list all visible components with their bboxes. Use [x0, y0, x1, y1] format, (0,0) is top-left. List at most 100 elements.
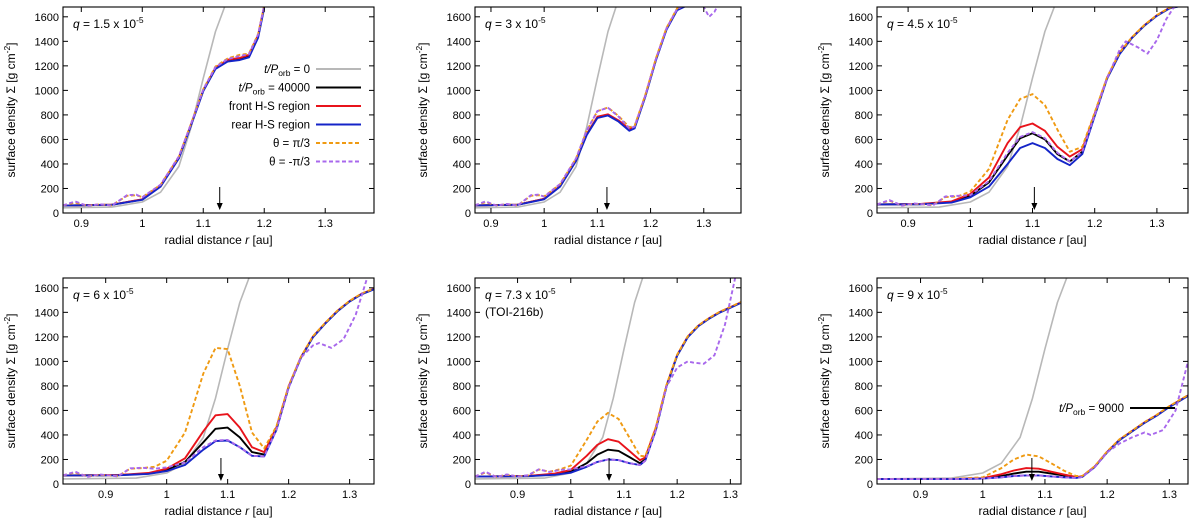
- panel-q-1.5e-5: 0.9 1 1.1 1.2 1.3 0 200 400 600 800 1000 1200 1400 16…: [2, 6, 375, 247]
- series-line-rear: [877, 7, 1181, 206]
- x-axis-label: radial distance r [au]: [164, 504, 272, 518]
- series-line-mpi3: [63, 278, 369, 478]
- planet-arrow-icon: [216, 203, 223, 210]
- y-tick-label: 800: [453, 381, 471, 393]
- x-tick-label: 1.3: [696, 218, 711, 230]
- panel-q-3e-5: 0.9 1 1.1 1.2 1.3 0 200 400 600 800 1000 1200 1400 16…: [414, 6, 742, 247]
- x-tick-label: 1.3: [1149, 218, 1164, 230]
- series-group: [475, 7, 719, 209]
- y-tick-label: 200: [453, 454, 471, 466]
- y-tick-label: 800: [855, 381, 873, 393]
- x-tick-label: 1.1: [1025, 218, 1040, 230]
- y-tick-label: 400: [855, 430, 873, 442]
- y-tick-label: 800: [855, 110, 873, 122]
- planet-arrow-icon: [217, 474, 224, 481]
- planet-arrow-icon: [1031, 203, 1038, 210]
- planet-arrow-icon: [603, 203, 610, 210]
- q-annotation: q = 4.5 x 10-5: [887, 15, 958, 31]
- legend: t/Porb = 9000: [1059, 403, 1175, 417]
- y-tick-label: 800: [41, 110, 59, 122]
- y-tick-label: 600: [855, 134, 873, 146]
- x-tick-label: 1.3: [723, 489, 738, 501]
- x-tick-label: 0.9: [510, 489, 525, 501]
- series-line-front: [877, 7, 1180, 206]
- panel-q-9e-5: 0.9 1 1.1 1.2 1.3 0 200 400 600 800 1000 1200 1400 16…: [816, 277, 1189, 518]
- series-line-front: [63, 287, 374, 477]
- y-tick-label: 600: [41, 134, 59, 146]
- series-line-t0: [877, 278, 1068, 480]
- series-line-rear: [475, 7, 687, 207]
- y-tick-label: 0: [465, 208, 471, 220]
- x-tick-label: 1.1: [220, 489, 235, 501]
- y-tick-label: 400: [453, 430, 471, 442]
- x-tick-label: 1: [164, 489, 170, 501]
- x-tick-label: 1.3: [342, 489, 357, 501]
- y-tick-label: 800: [453, 110, 471, 122]
- x-tick-label: 1.1: [616, 489, 631, 501]
- series-line-t0: [475, 7, 617, 209]
- y-tick-label: 600: [453, 405, 471, 417]
- y-tick-label: 1600: [447, 283, 471, 295]
- series-group: [63, 278, 374, 480]
- x-tick-label: 1.2: [281, 489, 296, 501]
- y-axis-label: surface density Σ [g cm-2]: [414, 313, 430, 448]
- y-tick-label: 1600: [447, 12, 471, 24]
- y-axis-label: surface density Σ [g cm-2]: [414, 42, 430, 177]
- plot-frame: [876, 6, 1189, 214]
- y-tick-label: 1000: [447, 85, 471, 97]
- series-line-pi3: [63, 287, 374, 478]
- y-tick-label: 1000: [849, 356, 873, 368]
- series-line-t0: [877, 7, 1056, 209]
- y-tick-label: 1200: [849, 61, 873, 73]
- panel-q-7.3e-5: 0.9 1 1.1 1.2 1.3 0 200 400 600 800 1000 1200 1400 16…: [414, 277, 742, 518]
- series-group: [475, 278, 741, 480]
- x-tick-label: 1: [967, 218, 973, 230]
- series-line-t0: [63, 278, 250, 480]
- series-group: [877, 278, 1188, 481]
- x-tick-label: 0.9: [913, 489, 928, 501]
- x-axis-label: radial distance r [au]: [978, 504, 1086, 518]
- series-line-front: [475, 7, 684, 207]
- y-tick-label: 600: [41, 405, 59, 417]
- series-line-tend: [475, 301, 741, 478]
- y-tick-label: 200: [41, 183, 59, 195]
- y-axis-label: surface density Σ [g cm-2]: [816, 313, 832, 448]
- x-tick-label: 1.1: [196, 218, 211, 230]
- legend-label-mpi3: θ = -π/3: [269, 157, 310, 169]
- y-tick-label: 1200: [35, 61, 59, 73]
- y-tick-label: 1400: [849, 36, 873, 48]
- y-tick-label: 200: [855, 183, 873, 195]
- y-tick-label: 400: [41, 430, 59, 442]
- x-axis-label: radial distance r [au]: [554, 504, 662, 518]
- y-tick-label: 400: [453, 159, 471, 171]
- y-tick-label: 1000: [35, 85, 59, 97]
- legend-label-tend: t/Porb = 40000: [239, 83, 310, 97]
- y-tick-label: 1200: [447, 332, 471, 344]
- legend: t/Porb = 0 t/Porb = 40000 front H-S region…: [229, 64, 361, 169]
- x-tick-label: 1.3: [1162, 489, 1177, 501]
- planet-arrow-icon: [606, 474, 613, 481]
- legend-label-t0: t/Porb = 0: [264, 64, 310, 78]
- plot-frame: [474, 6, 742, 214]
- y-tick-label: 0: [465, 479, 471, 491]
- series-line-mpi3: [877, 7, 1176, 207]
- y-axis-label: surface density Σ [g cm-2]: [2, 42, 18, 177]
- y-tick-label: 800: [41, 381, 59, 393]
- x-axis-label: radial distance r [au]: [554, 233, 662, 247]
- plot-frame: [62, 6, 375, 214]
- series-line-pi3: [877, 394, 1188, 481]
- y-tick-label: 1000: [849, 85, 873, 97]
- y-tick-label: 1400: [849, 307, 873, 319]
- y-tick-label: 1400: [447, 307, 471, 319]
- x-axis-label: radial distance r [au]: [164, 233, 272, 247]
- y-tick-label: 1000: [447, 356, 471, 368]
- plot-frame: [474, 277, 742, 485]
- y-tick-label: 1200: [447, 61, 471, 73]
- series-group: [877, 7, 1181, 209]
- planet-arrow-icon: [1028, 474, 1035, 481]
- y-tick-label: 1400: [447, 36, 471, 48]
- y-tick-label: 600: [855, 405, 873, 417]
- x-tick-label: 1.2: [1099, 489, 1114, 501]
- q-annotation: q = 3 x 10-5: [485, 15, 546, 31]
- x-tick-label: 1.1: [590, 218, 605, 230]
